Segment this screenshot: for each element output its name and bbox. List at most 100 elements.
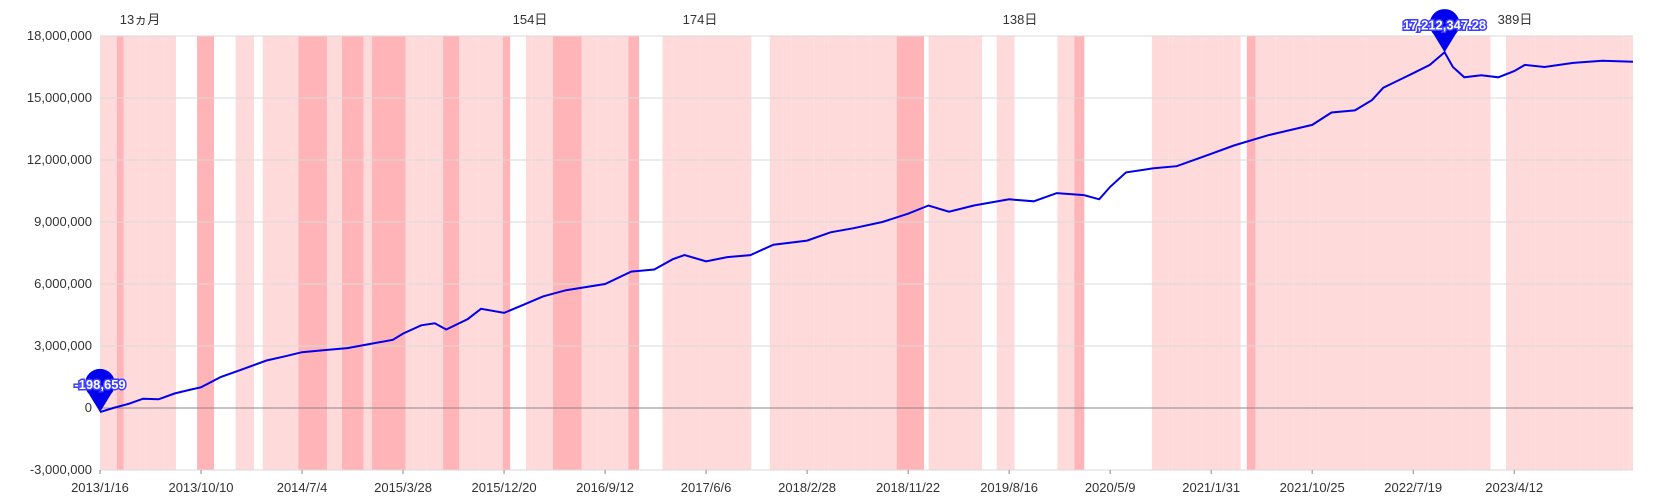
- drawdown-band: [387, 36, 406, 470]
- drawdown-band: [813, 36, 825, 470]
- drawdown-band: [123, 36, 140, 470]
- drawdown-band: [1188, 36, 1202, 470]
- band-duration-label: 389日: [1498, 12, 1533, 27]
- drawdown-band: [432, 36, 444, 470]
- drawdown-band: [1223, 36, 1235, 470]
- x-tick-label: 2013/10/10: [168, 480, 233, 495]
- drawdown-band: [1318, 36, 1340, 470]
- chart-gridlines: [100, 35, 1633, 471]
- drawdown-band: [1490, 36, 1506, 470]
- drawdown-band: [1579, 36, 1597, 470]
- drawdown-band: [413, 36, 427, 470]
- drawdown-band: [426, 36, 433, 470]
- drawdown-band: [1040, 36, 1058, 470]
- drawdown-band: [1240, 36, 1247, 470]
- drawdown-band: [848, 36, 855, 470]
- drawdown-band: [1151, 36, 1169, 470]
- x-tick-label: 2021/10/25: [1280, 480, 1345, 495]
- band-duration-label: 174日: [683, 12, 718, 27]
- drawdown-band: [639, 36, 663, 470]
- x-tick-label: 2020/5/9: [1085, 480, 1136, 495]
- marker-pin: [85, 368, 115, 413]
- y-tick-label: -3,000,000: [30, 462, 92, 477]
- drawdown-band: [327, 36, 342, 470]
- drawdown-band: [1246, 36, 1256, 470]
- extreme-markers: -198,659 17,212,347.28: [73, 9, 1488, 413]
- x-tick-label: 2015/3/28: [374, 480, 432, 495]
- drawdown-band: [1596, 36, 1624, 470]
- y-tick-label: 9,000,000: [34, 214, 92, 229]
- drawdown-band: [662, 36, 674, 470]
- drawdown-band: [1108, 36, 1118, 470]
- drawdown-band: [828, 36, 848, 470]
- drawdown-band: [1255, 36, 1261, 470]
- drawdown-band: [1451, 36, 1471, 470]
- drawdown-band: [1168, 36, 1173, 470]
- x-tick-label: 2015/12/20: [472, 480, 537, 495]
- drawdown-band: [889, 36, 897, 470]
- x-tick-label: 2018/2/28: [778, 480, 836, 495]
- y-tick-label: 15,000,000: [27, 90, 92, 105]
- drawdown-band: [145, 36, 165, 470]
- drawdown-band: [782, 36, 792, 470]
- drawdown-band: [699, 36, 728, 470]
- marker-pin: [1429, 9, 1460, 53]
- drawdown-band: [443, 36, 460, 470]
- drawdown-band: [197, 36, 215, 470]
- drawdown-band: [116, 36, 124, 470]
- drawdown-band: [824, 36, 829, 470]
- drawdown-band: [553, 36, 582, 470]
- drawdown-band: [982, 36, 991, 470]
- drawdown-band: [1535, 36, 1557, 470]
- drawdown-band: [502, 36, 511, 470]
- y-tick-label: 6,000,000: [34, 276, 92, 291]
- drawdown-band: [854, 36, 871, 470]
- drawdown-band: [342, 36, 364, 470]
- drawdown-band: [1506, 36, 1536, 470]
- band-duration-label: 154日: [513, 12, 548, 27]
- y-tick-label: 0: [85, 400, 92, 415]
- y-tick-label: 12,000,000: [27, 152, 92, 167]
- drawdown-band: [769, 36, 783, 470]
- drawdown-band: [1234, 36, 1241, 470]
- drawdown-band: [139, 36, 146, 470]
- x-tick-label: 2022/7/19: [1384, 480, 1442, 495]
- drawdown-band: [262, 36, 292, 470]
- drawdown-band: [928, 36, 952, 470]
- drawdown-band: [990, 36, 997, 470]
- x-tick-label: 2017/6/6: [681, 480, 732, 495]
- drawdown-band: [1057, 36, 1069, 470]
- drawdown-band: [291, 36, 299, 470]
- y-tick-label: 18,000,000: [27, 28, 92, 43]
- drawdown-band: [363, 36, 372, 470]
- drawdown-band: [298, 36, 328, 470]
- drawdown-band: [628, 36, 640, 470]
- drawdown-band: [728, 36, 752, 470]
- drawdown-band: [1383, 36, 1411, 470]
- drawdown-band: [951, 36, 973, 470]
- drawdown-band: [1074, 36, 1085, 470]
- drawdown-band: [1556, 36, 1580, 470]
- drawdown-band: [1275, 36, 1294, 470]
- x-tick-label: 2019/8/16: [980, 480, 1038, 495]
- drawdown-band: [254, 36, 263, 470]
- drawdown-band: [1068, 36, 1075, 470]
- drawdown-band: [1340, 36, 1368, 470]
- drawdown-band: [459, 36, 480, 470]
- drawdown-band: [673, 36, 700, 470]
- drawdown-band: [581, 36, 598, 470]
- drawdown-band: [1410, 36, 1428, 470]
- drawdown-band: [791, 36, 814, 470]
- drawdown-band: [235, 36, 255, 470]
- drawdown-band: [924, 36, 929, 470]
- drawdown-band: [1367, 36, 1384, 470]
- drawdown-band: [1470, 36, 1491, 470]
- drawdown-band: [870, 36, 890, 470]
- drawdown-band: [1311, 36, 1319, 470]
- drawdown-band: [1427, 36, 1452, 470]
- y-tick-label: 3,000,000: [34, 338, 92, 353]
- drawdown-band: [896, 36, 924, 470]
- drawdown-band: [526, 36, 532, 470]
- x-tick-label: 2023/4/12: [1485, 480, 1543, 495]
